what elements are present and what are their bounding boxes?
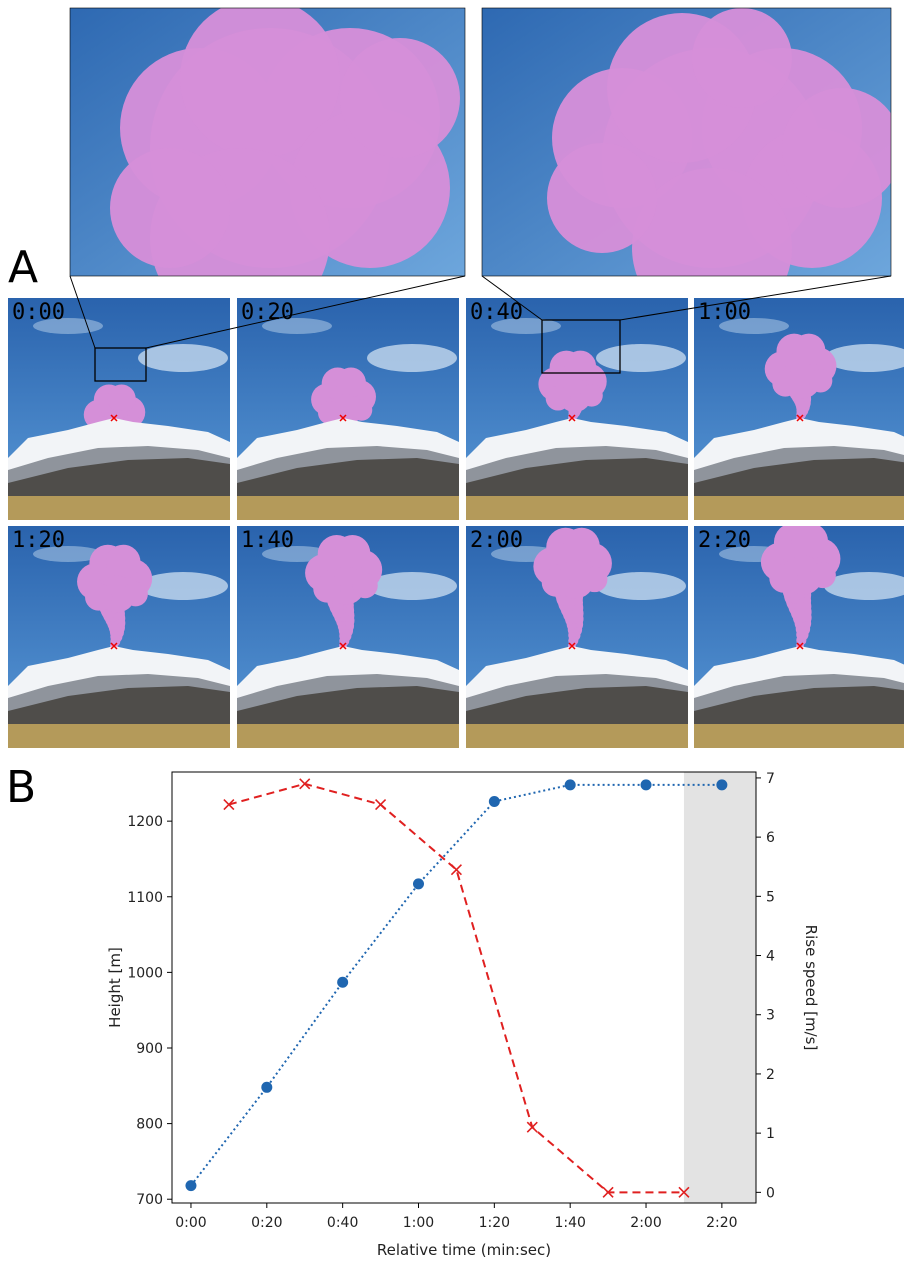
rise-speed-point <box>223 798 235 811</box>
y2-tick-label: 6 <box>766 830 775 846</box>
frame-time-label: 1:20 <box>12 528 65 553</box>
height-point <box>337 976 349 988</box>
y2-tick-label: 0 <box>766 1185 775 1201</box>
y2-tick-label: 4 <box>766 949 775 965</box>
frame-time-label: 1:40 <box>241 528 294 553</box>
x-axis-title: Relative time (min:sec) <box>377 1241 551 1259</box>
y2-tick-label: 5 <box>766 889 775 905</box>
panel-label-b: B <box>6 762 37 813</box>
rise-speed-point <box>299 778 311 790</box>
photo-frame: 1:20 <box>8 526 230 748</box>
photo-frame: 0:20 <box>237 298 459 520</box>
x-tick-label: 0:20 <box>251 1215 282 1231</box>
rise-speed-series-line <box>228 782 684 1194</box>
height-point <box>261 1081 273 1093</box>
x-tick-label: 0:40 <box>327 1215 358 1231</box>
y-tick-label: 800 <box>136 1117 163 1133</box>
x-tick-label: 0:00 <box>175 1215 206 1231</box>
volcano-photo <box>694 526 904 748</box>
height-series-line <box>190 783 722 1187</box>
photo-frame: 1:00 <box>694 298 904 520</box>
photo-frame: 1:40 <box>237 526 459 748</box>
zoomed-plume-photo <box>482 8 891 276</box>
y2-tick-label: 3 <box>766 1008 775 1024</box>
photo-frame: 0:00 <box>8 298 230 520</box>
rise-speed-point <box>375 798 387 811</box>
x-tick-label: 2:20 <box>706 1215 737 1231</box>
volcano-photo <box>8 526 230 748</box>
volcano-photo <box>694 298 904 520</box>
y-axis-title: Height [m] <box>106 947 124 1028</box>
frame-time-label: 0:00 <box>12 300 65 325</box>
y-tick-label: 900 <box>136 1041 163 1057</box>
y-tick-label: 1200 <box>127 814 163 830</box>
x-tick-label: 1:20 <box>479 1215 510 1231</box>
y2-tick-label: 1 <box>766 1126 775 1142</box>
height-point <box>488 795 500 807</box>
photo-frame: 2:00 <box>466 526 688 748</box>
volcano-photo <box>237 298 459 520</box>
volcano-photo <box>466 298 688 520</box>
x-tick-label: 1:40 <box>554 1215 585 1231</box>
frame-time-label: 0:40 <box>470 300 523 325</box>
frame-time-label: 2:20 <box>698 528 751 553</box>
zoomed-plume-photo <box>70 8 465 276</box>
volcano-photo <box>466 526 688 748</box>
volcano-photo <box>8 298 230 520</box>
x-tick-label: 2:00 <box>630 1215 661 1231</box>
rise-speed-point <box>678 1186 690 1198</box>
rise-speed-point <box>602 1186 614 1198</box>
y-tick-label: 700 <box>136 1192 163 1208</box>
y2-tick-label: 7 <box>766 771 775 787</box>
photo-frame: 2:20 <box>694 526 904 748</box>
height-speed-chart: 0:00 0:20 0:40 1:00 1:20 1:40 2:00 2:20 700 800 90… <box>106 771 820 1259</box>
zoom-inset-0-40 <box>482 8 891 276</box>
shaded-region <box>683 772 756 1203</box>
volcano-photo <box>237 526 459 748</box>
zoom-inset-0-00 <box>70 8 465 276</box>
y-tick-label: 1000 <box>127 965 163 981</box>
photo-frame: 0:40 <box>466 298 688 520</box>
y2-tick-label: 2 <box>766 1067 775 1083</box>
x-tick-label: 1:00 <box>403 1215 434 1231</box>
height-point <box>412 878 424 890</box>
frame-time-label: 2:00 <box>470 528 523 553</box>
rise-speed-point <box>450 864 462 876</box>
y-tick-label: 1100 <box>127 890 163 906</box>
height-point <box>716 779 728 791</box>
panel-label-a: A <box>8 242 39 293</box>
height-point <box>564 779 576 791</box>
rise-speed-point <box>526 1121 538 1133</box>
frame-time-label: 1:00 <box>698 300 751 325</box>
y2-axis-title: Rise speed [m/s] <box>802 925 820 1051</box>
height-point <box>640 779 652 791</box>
zoom-connectors <box>69 7 892 382</box>
height-point <box>185 1180 197 1192</box>
plot-frame <box>171 771 757 1204</box>
